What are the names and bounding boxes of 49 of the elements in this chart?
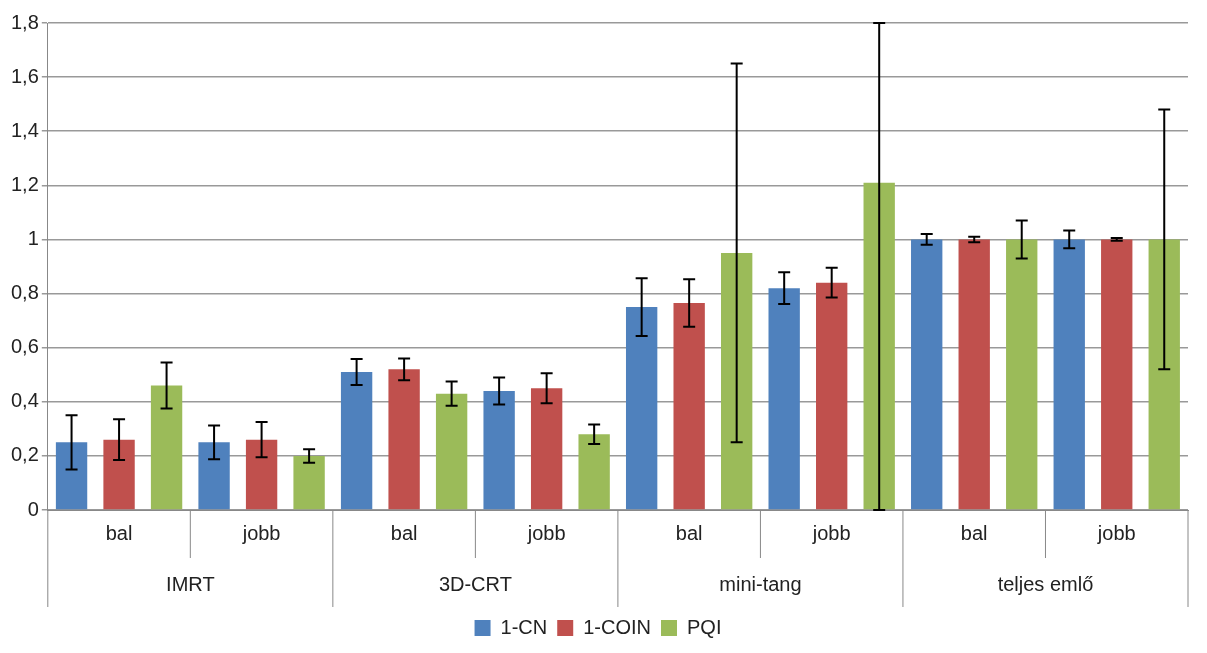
- y-tick-label: 0,2: [10, 443, 39, 466]
- y-tick-label: 0: [27, 497, 39, 520]
- y-tick-label: 0,4: [10, 389, 39, 412]
- bar: [150, 385, 183, 510]
- legend-label: 1-COIN: [583, 615, 652, 638]
- bar: [293, 455, 325, 510]
- y-tick-label: 1: [27, 226, 39, 249]
- x-tick-label: bal: [390, 521, 418, 544]
- y-tick-label: 1,6: [10, 64, 39, 87]
- bar: [55, 442, 88, 510]
- bar: [435, 393, 468, 510]
- bar: [245, 439, 278, 510]
- y-tick-label: 1,8: [10, 10, 39, 33]
- x-tick-label: jobb: [526, 521, 566, 544]
- bar: [958, 239, 990, 510]
- x-tick-label: bal: [105, 521, 133, 544]
- bar: [103, 439, 135, 510]
- y-tick-label: 0,6: [10, 335, 39, 358]
- bar: [388, 369, 420, 510]
- bar: [1148, 239, 1180, 510]
- bar: [863, 182, 895, 510]
- bar: [911, 239, 943, 510]
- bar: [816, 282, 848, 510]
- legend-label: PQI: [687, 615, 722, 638]
- text: mini-tang: [719, 572, 802, 595]
- bar: [530, 388, 563, 510]
- legend-label: 1-CN: [500, 615, 548, 638]
- bar: [1006, 239, 1038, 510]
- bar: [340, 372, 373, 510]
- bar: [1053, 239, 1085, 510]
- y-tick-label: 1,2: [10, 172, 39, 195]
- text: 3D-CRT: [438, 572, 512, 595]
- bar: [625, 307, 658, 510]
- text: IMRT: [166, 572, 215, 595]
- bar: [198, 442, 230, 510]
- x-tick-label: jobb: [811, 521, 851, 544]
- y-tick-label: 1,4: [10, 118, 39, 141]
- x-tick-label: bal: [960, 521, 988, 544]
- x-tick-label: jobb: [241, 521, 281, 544]
- y-tick-label: 0,8: [10, 281, 39, 304]
- x-tick-label: jobb: [1096, 521, 1136, 544]
- bar: [673, 303, 705, 510]
- bar: [483, 390, 515, 510]
- x-tick-label: bal: [675, 521, 703, 544]
- bar: [578, 434, 610, 510]
- bar: [768, 288, 800, 510]
- bar: [720, 252, 753, 510]
- text: teljes emlő: [997, 572, 1094, 595]
- bar: [1101, 239, 1133, 510]
